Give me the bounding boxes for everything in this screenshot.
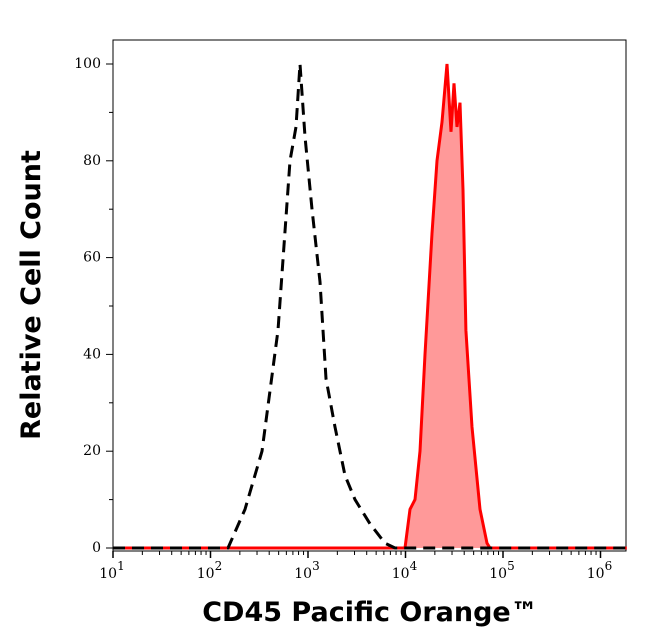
stained-histogram-line	[113, 63, 627, 550]
x-axis-title: CD45 Pacific Orange™	[202, 597, 538, 628]
y-tick-label: 20	[83, 443, 101, 459]
plot-frame	[112, 39, 627, 552]
x-tick-label: 103	[294, 559, 319, 582]
y-tick-label: 80	[83, 153, 101, 169]
control-histogram-line	[113, 63, 627, 550]
x-tick-label: 105	[489, 559, 514, 582]
y-tick-label: 60	[83, 250, 101, 266]
stained-histogram-fill	[113, 64, 627, 548]
y-axis-title: Relative Cell Count	[16, 150, 47, 440]
y-tick-label: 100	[74, 56, 101, 72]
x-axis: 101 102 103 104 105 106	[99, 551, 612, 582]
x-tick-label: 104	[392, 559, 418, 582]
series-layer	[113, 63, 627, 550]
y-tick-label: 0	[92, 540, 101, 556]
y-tick-label: 40	[83, 346, 101, 362]
x-tick-label: 101	[99, 559, 124, 582]
x-tick-label: 102	[197, 559, 222, 582]
x-tick-label: 106	[587, 559, 612, 582]
y-axis: 0 20 40 60 80 100	[74, 56, 113, 556]
